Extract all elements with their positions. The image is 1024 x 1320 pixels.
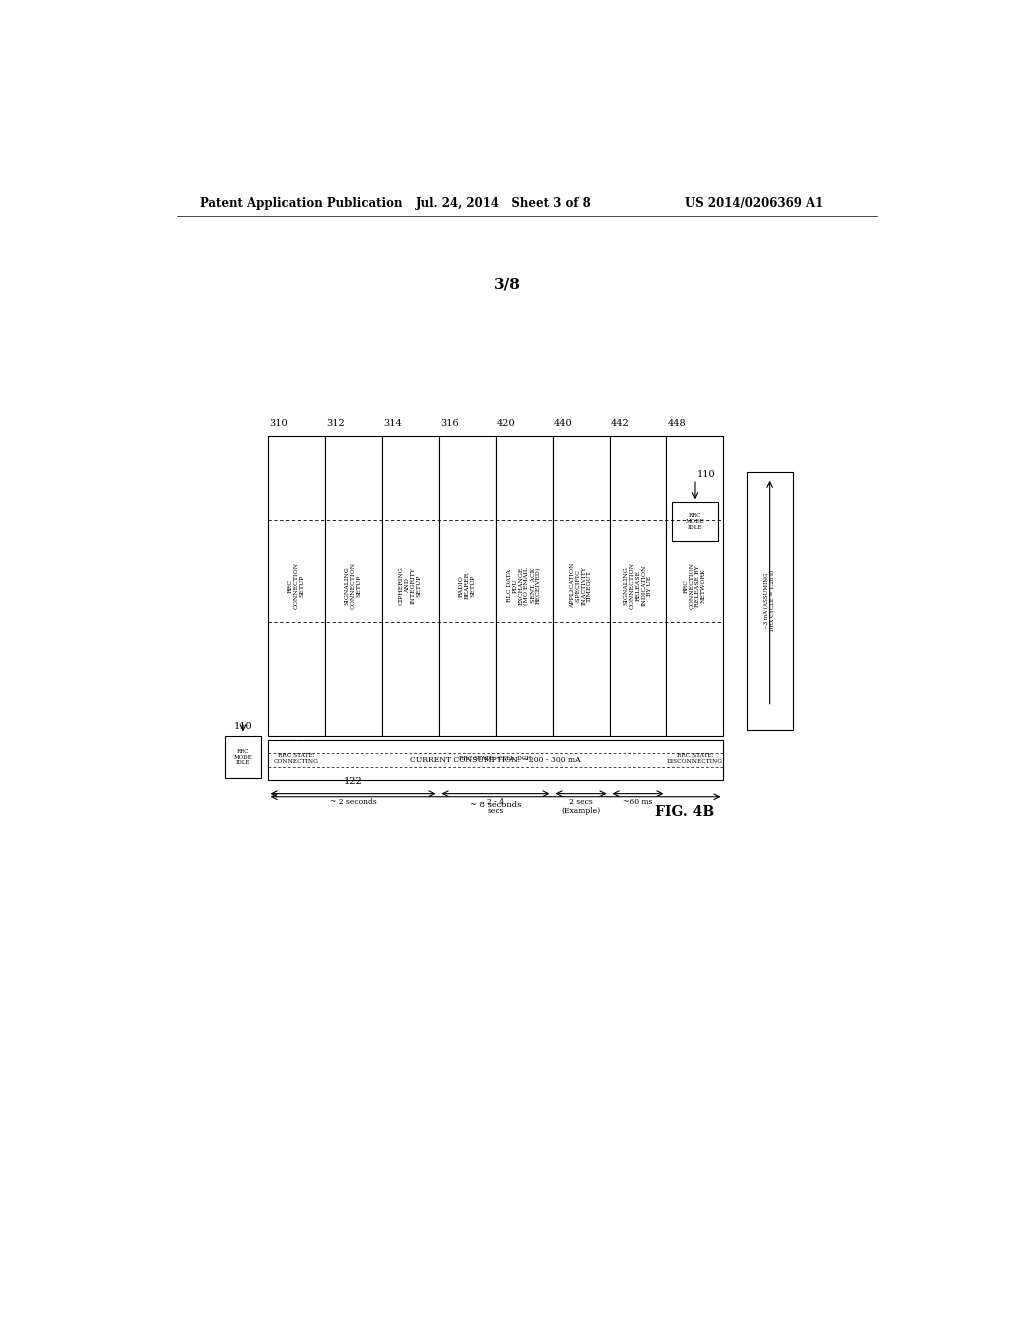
Text: 122: 122 [344, 777, 362, 785]
Text: 110: 110 [697, 470, 716, 479]
Text: RRC
MODE
IDLE: RRC MODE IDLE [686, 513, 705, 529]
Text: RRC STATE:
CONNECTING: RRC STATE: CONNECTING [273, 752, 318, 764]
Bar [667, 436, 724, 737]
Bar [553, 436, 609, 737]
Bar [672, 502, 718, 541]
Text: FIG. 4B: FIG. 4B [655, 805, 715, 820]
Bar [267, 739, 724, 780]
Bar [267, 436, 325, 737]
Bar [746, 471, 793, 730]
Text: RRC STATE:
DISCONNECTING: RRC STATE: DISCONNECTING [667, 752, 723, 764]
Bar [496, 436, 553, 737]
Text: RRC
MODE
IDLE: RRC MODE IDLE [233, 748, 252, 766]
Bar [267, 739, 325, 776]
Text: RRC STATE: CELL_DCH: RRC STATE: CELL_DCH [460, 755, 531, 762]
Text: RADIO
BEARER
SETUP: RADIO BEARER SETUP [459, 572, 475, 599]
Text: CIPHERING
AND
INTEGRITY
SETUP: CIPHERING AND INTEGRITY SETUP [399, 566, 421, 605]
Bar [438, 436, 496, 737]
Text: 110: 110 [233, 722, 252, 731]
Text: Jul. 24, 2014   Sheet 3 of 8: Jul. 24, 2014 Sheet 3 of 8 [416, 197, 591, 210]
Bar [609, 436, 667, 737]
Text: RLC DATA
PDU
EXCHANGE
(MO EMAIL
SENT, ACK
RECEIVED): RLC DATA PDU EXCHANGE (MO EMAIL SENT, AC… [507, 566, 542, 605]
Text: 448: 448 [668, 418, 687, 428]
Bar [325, 436, 382, 737]
Text: 2 - 4
secs: 2 - 4 secs [487, 797, 504, 814]
Text: ~60 ms: ~60 ms [624, 797, 652, 805]
Text: 442: 442 [611, 418, 630, 428]
Text: ~3 mA (ASSUMING
DRX CYCLE = 1.28 s): ~3 mA (ASSUMING DRX CYCLE = 1.28 s) [764, 570, 775, 631]
Bar [325, 739, 667, 776]
Text: RRC
CONNECTION
RELEASE BY
NETWORK: RRC CONNECTION RELEASE BY NETWORK [684, 562, 707, 610]
Text: SIGNALING
CONNECTION
RELEASE
INDICATION
BY UE: SIGNALING CONNECTION RELEASE INDICATION … [624, 562, 652, 610]
Bar [224, 737, 261, 779]
Text: 314: 314 [383, 418, 401, 428]
Text: APPLICATION
-SPECIFIC
INACTIVITY
TIMEOUT: APPLICATION -SPECIFIC INACTIVITY TIMEOUT [569, 564, 592, 609]
Bar [667, 739, 724, 776]
Bar [382, 436, 438, 737]
Text: 440: 440 [554, 418, 572, 428]
Text: Patent Application Publication: Patent Application Publication [200, 197, 402, 210]
Text: 312: 312 [326, 418, 345, 428]
Text: 2 secs
(Example): 2 secs (Example) [561, 797, 600, 814]
Text: RRC
CONNECTION
SETUP: RRC CONNECTION SETUP [288, 562, 304, 610]
Text: 420: 420 [497, 418, 516, 428]
Text: ~ 8 seconds: ~ 8 seconds [470, 800, 521, 809]
Text: CURRENT CONSUMPTION: ~200 - 300 mA: CURRENT CONSUMPTION: ~200 - 300 mA [411, 756, 581, 764]
Text: US 2014/0206369 A1: US 2014/0206369 A1 [685, 197, 823, 210]
Text: 310: 310 [269, 418, 288, 428]
Text: 316: 316 [440, 418, 459, 428]
Text: 3/8: 3/8 [495, 277, 521, 292]
Text: SIGNALING
CONNECTION
SETUP: SIGNALING CONNECTION SETUP [345, 562, 361, 610]
Text: ~ 2 seconds: ~ 2 seconds [330, 797, 377, 805]
